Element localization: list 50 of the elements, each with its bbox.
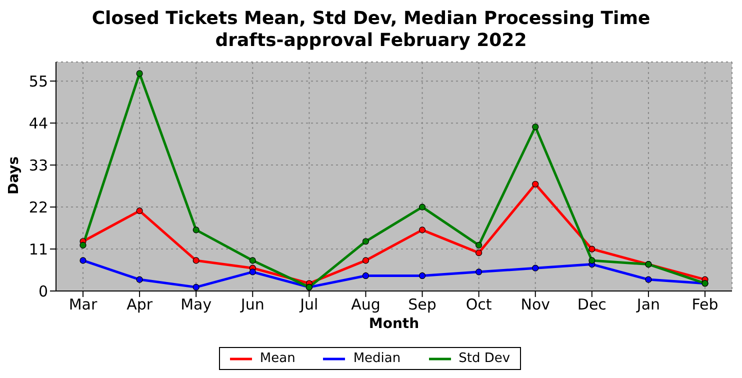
point bbox=[249, 268, 256, 276]
x-tick-label: Oct bbox=[466, 296, 492, 314]
point bbox=[532, 180, 539, 188]
point bbox=[136, 276, 143, 283]
y-tick-label: 55 bbox=[28, 72, 48, 90]
chart-subtitle: drafts-approval February 2022 bbox=[214, 30, 528, 52]
legend-label: Median bbox=[352, 351, 401, 366]
point bbox=[362, 257, 370, 264]
x-tick-label: Feb bbox=[692, 296, 718, 314]
x-tick-label: Jul bbox=[299, 296, 318, 314]
x-tick-label: Jan bbox=[636, 296, 660, 314]
point bbox=[192, 226, 200, 234]
point bbox=[192, 257, 200, 264]
point bbox=[418, 226, 426, 234]
y-tick-label: 33 bbox=[28, 156, 48, 174]
point bbox=[362, 272, 370, 280]
x-tick-label: Nov bbox=[520, 296, 550, 314]
x-tick-label: Jun bbox=[240, 296, 264, 314]
point bbox=[645, 276, 652, 283]
point bbox=[588, 246, 596, 252]
x-axis-title: Month bbox=[368, 316, 420, 332]
y-tick-label: 11 bbox=[28, 240, 48, 258]
point bbox=[80, 257, 86, 264]
point bbox=[136, 70, 143, 77]
x-tick-label: Apr bbox=[126, 296, 154, 314]
point bbox=[362, 238, 370, 245]
point bbox=[192, 284, 200, 290]
x-tick-label: Mar bbox=[68, 296, 98, 314]
point bbox=[476, 242, 482, 248]
point bbox=[80, 242, 86, 248]
x-tick-label: Aug bbox=[351, 296, 380, 314]
chart-title: Closed Tickets Mean, Std Dev, Median Processing Time bbox=[90, 8, 652, 30]
point bbox=[418, 272, 426, 280]
point bbox=[136, 208, 143, 214]
legend-label: Mean bbox=[258, 351, 296, 366]
point bbox=[476, 250, 482, 256]
x-tick-label: Sep bbox=[408, 296, 436, 314]
x-tick-label: May bbox=[180, 296, 212, 314]
y-tick-label: 0 bbox=[38, 282, 48, 300]
x-tick-label: Dec bbox=[577, 296, 606, 314]
y-tick-label: 22 bbox=[28, 198, 48, 216]
y-axis-title: Days bbox=[6, 156, 22, 194]
point bbox=[476, 268, 482, 276]
legend-label: Std Dev bbox=[458, 351, 510, 366]
point bbox=[588, 257, 596, 264]
point bbox=[532, 264, 539, 272]
point bbox=[249, 257, 256, 264]
point bbox=[532, 124, 539, 130]
point bbox=[418, 204, 426, 210]
y-tick-label: 44 bbox=[28, 114, 48, 132]
